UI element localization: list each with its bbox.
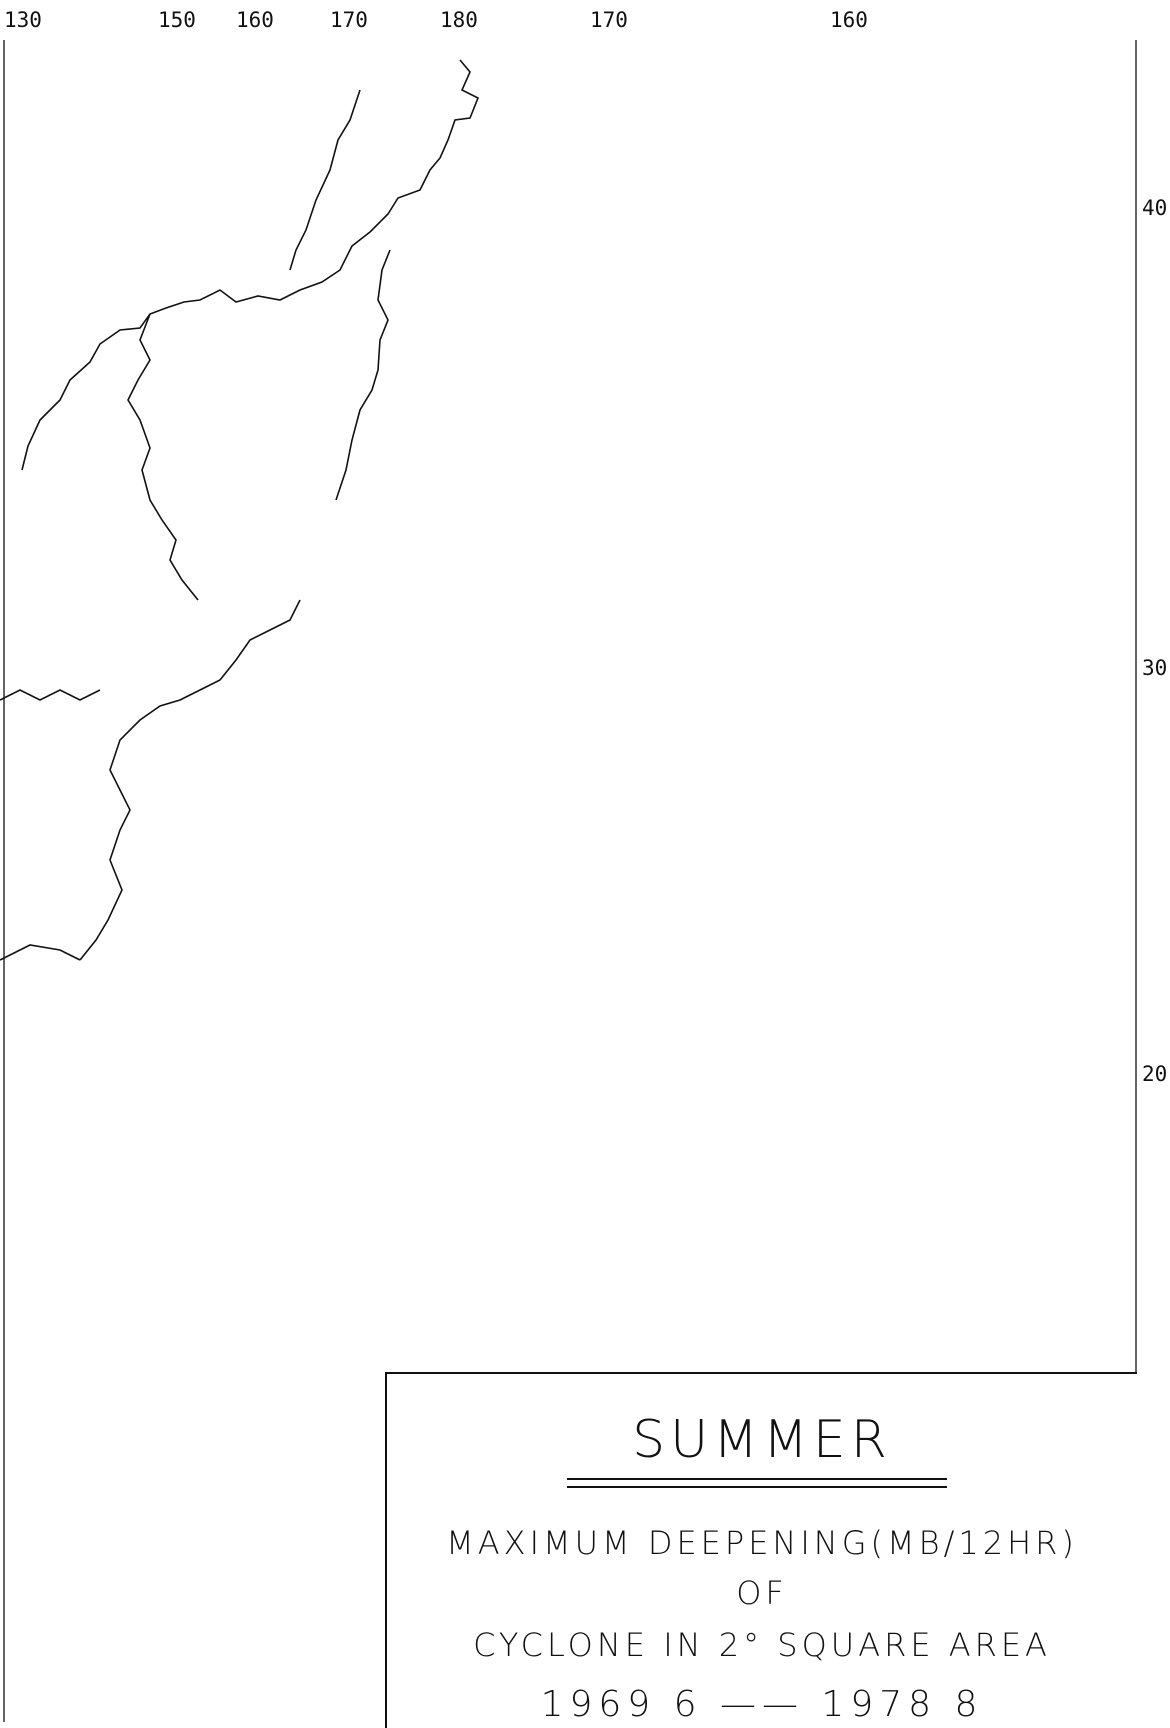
lat-label: 30 <box>1142 656 1168 680</box>
legend-line-variable: MAXIMUM DEEPENING(MB/12HR) <box>446 1524 1078 1562</box>
map-frame <box>3 40 1137 1722</box>
lon-label: 160 <box>236 8 274 32</box>
legend-title: SUMMER <box>632 1410 892 1470</box>
graticule-grid <box>3 40 1137 1722</box>
lon-label: 130 <box>4 8 42 32</box>
legend-line-of: OF <box>736 1574 788 1612</box>
legend-line-area: CYCLONE IN 2° SQUARE AREA <box>473 1626 1051 1664</box>
title-underline <box>567 1486 947 1488</box>
lat-label: 40 <box>1142 196 1168 220</box>
coastline <box>0 59 480 961</box>
title-underline <box>567 1478 947 1480</box>
legend-line-period: 1969 6 —— 1978 8 <box>540 1684 984 1725</box>
lon-label: 160 <box>830 8 868 32</box>
lat-label: 20 <box>1142 1062 1168 1086</box>
lon-label: 150 <box>158 8 196 32</box>
lon-label: 170 <box>590 8 628 32</box>
lon-label: 180 <box>440 8 478 32</box>
legend-box: SUMMER MAXIMUM DEEPENING(MB/12HR) OF CYC… <box>385 1372 1137 1728</box>
lon-label: 170 <box>330 8 368 32</box>
